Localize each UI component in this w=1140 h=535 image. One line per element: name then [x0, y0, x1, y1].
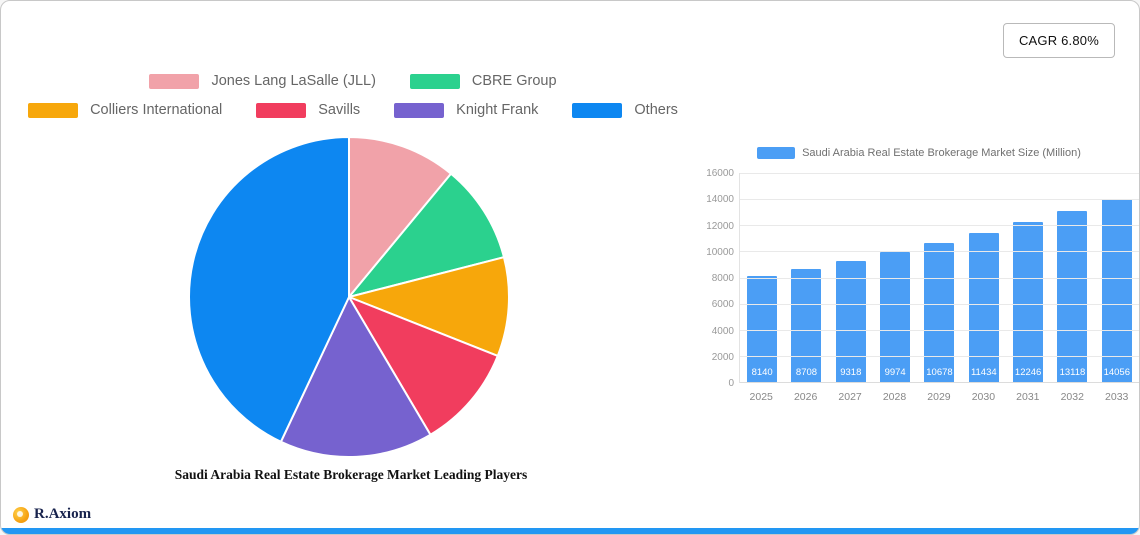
- bar-cell-2031: 12246: [1006, 173, 1050, 383]
- y-axis-tick-label: 12000: [706, 220, 734, 232]
- y-axis-tick-label: 2000: [711, 351, 734, 363]
- x-axis-tick-label: 2033: [1105, 391, 1129, 403]
- gridline: [740, 382, 1139, 383]
- bar-2031: 12246: [1013, 222, 1044, 383]
- legend-item-others[interactable]: Others: [572, 102, 678, 118]
- bar-2026: 8708: [791, 268, 822, 383]
- pie-legend-row-2: Colliers International Savills Knight Fran…: [19, 102, 687, 118]
- bar-value-label: 9974: [884, 367, 906, 378]
- gridline: [740, 356, 1139, 358]
- cagr-badge: CAGR 6.80%: [1002, 23, 1115, 58]
- bar-cell-2033: 14056: [1095, 173, 1139, 383]
- x-axis-tick-label: 2030: [971, 391, 996, 403]
- legend-item-jones-lang-lasalle-jll[interactable]: Jones Lang LaSalle (JLL): [149, 73, 376, 89]
- brand-icon: [13, 506, 29, 523]
- bar-2030: 11434: [968, 232, 999, 383]
- bar-plot-area: 8140 8708 9318 9974 10678 11434 12246 13118 1405…: [706, 168, 1139, 389]
- bar-value-label: 10678: [926, 367, 953, 378]
- y-axis-tick-label: 14000: [706, 194, 734, 206]
- pie-legend: Jones Lang LaSalle (JLL) CBRE Group Colli…: [19, 73, 687, 118]
- bar-2032: 13118: [1057, 210, 1088, 383]
- legend-item-colliers-international[interactable]: Colliers International: [28, 102, 222, 118]
- pie-slice-jones-lang-lasalle-jll: [348, 136, 452, 298]
- brand-name: R.Axiom: [34, 506, 92, 522]
- bar-series: 8140 8708 9318 9974 10678 11434 12246 13118 1405…: [740, 173, 1139, 383]
- x-axis-tick-label: 2029: [927, 391, 951, 403]
- bar-2028: 9974: [880, 252, 911, 383]
- pie-slice-others: [188, 136, 350, 443]
- legend-label: Knight Frank: [456, 102, 539, 118]
- legend-swatch: [409, 73, 460, 89]
- legend-label: CBRE Group: [471, 73, 557, 89]
- bar-cell-2032: 13118: [1050, 173, 1094, 383]
- cagr-label: CAGR 6.80%: [1018, 33, 1099, 48]
- bottom-accent-bar: [1, 528, 1139, 534]
- bar-x-axis-labels: 2025 2026 2027 2028 2029 2030 2031 2032 2033: [739, 391, 1139, 403]
- y-axis-tick-label: 10000: [706, 246, 734, 258]
- legend-label: Jones Lang LaSalle (JLL): [211, 73, 376, 89]
- bar-cell-2026: 8708: [784, 173, 828, 383]
- bar-legend-swatch: [757, 147, 796, 159]
- bar-2029: 10678: [924, 242, 955, 383]
- bar-cell-2025: 8140: [740, 173, 784, 383]
- gridline: [740, 251, 1139, 253]
- bar-value-label: 11434: [970, 367, 997, 378]
- pie-slice-savills: [348, 296, 499, 436]
- legend-swatch: [572, 102, 623, 118]
- gridline: [740, 330, 1139, 331]
- pie-slice-colliers-international: [348, 256, 510, 357]
- legend-swatch: [28, 102, 79, 118]
- bar-value-label: 13118: [1059, 367, 1086, 378]
- legend-item-cbre-group[interactable]: CBRE Group: [409, 73, 557, 89]
- bar-cell-2030: 11434: [962, 173, 1006, 383]
- gridline: [740, 225, 1139, 226]
- bar-value-label: 8708: [795, 367, 818, 378]
- x-axis-tick-label: 2028: [882, 391, 907, 403]
- legend-swatch: [256, 102, 307, 118]
- bar-legend[interactable]: Saudi Arabia Real Estate Brokerage Marke…: [699, 145, 1139, 161]
- legend-label: Savills: [318, 102, 361, 118]
- pie-slice-knight-frank: [279, 296, 432, 458]
- bar-value-label: 14056: [1103, 367, 1130, 378]
- x-axis-tick-label: 2027: [838, 391, 862, 403]
- bar-2033: 14056: [1101, 198, 1132, 383]
- legend-item-knight-frank[interactable]: Knight Frank: [394, 102, 538, 118]
- y-axis-tick-label: 4000: [711, 325, 734, 337]
- gridline: [740, 277, 1139, 279]
- legend-swatch: [394, 102, 445, 118]
- y-axis-tick-label: 8000: [711, 273, 734, 284]
- y-axis-tick-label: 0: [728, 378, 734, 389]
- legend-label: Colliers International: [90, 102, 223, 118]
- bar-cell-2029: 10678: [917, 173, 961, 383]
- bar-value-label: 12246: [1014, 367, 1042, 378]
- x-axis-tick-label: 2032: [1060, 391, 1084, 403]
- legend-swatch: [149, 73, 200, 89]
- gridline: [740, 198, 1139, 200]
- gridline: [740, 303, 1139, 305]
- y-axis-tick-label: 6000: [711, 299, 734, 311]
- pie-title: Saudi Arabia Real Estate Brokerage Marke…: [174, 467, 528, 482]
- legend-label: Others: [634, 102, 678, 118]
- gridline: [740, 172, 1139, 174]
- pie-chart: [186, 134, 512, 460]
- bar-cell-2027: 9318: [829, 173, 873, 383]
- legend-item-savills[interactable]: Savills: [256, 102, 360, 118]
- bar-value-label: 9318: [840, 367, 862, 378]
- y-axis-tick-label: 16000: [706, 168, 734, 179]
- x-axis-tick-label: 2026: [793, 391, 818, 403]
- x-axis-tick-label: 2031: [1016, 391, 1040, 403]
- pie-legend-row-1: Jones Lang LaSalle (JLL) CBRE Group: [19, 73, 687, 89]
- bar-cell-2028: 9974: [873, 173, 917, 383]
- x-axis-tick-label: 2025: [749, 391, 773, 403]
- bar-2027: 9318: [835, 260, 866, 383]
- pie-svg: [188, 136, 510, 458]
- brand-logo: R.Axiom: [13, 506, 91, 523]
- bar-2025: 8140: [747, 276, 778, 383]
- bar-legend-label: Saudi Arabia Real Estate Brokerage Marke…: [802, 147, 1081, 159]
- bar-chart: Saudi Arabia Real Estate Brokerage Marke…: [699, 145, 1139, 403]
- bar-value-label: 8140: [751, 367, 773, 378]
